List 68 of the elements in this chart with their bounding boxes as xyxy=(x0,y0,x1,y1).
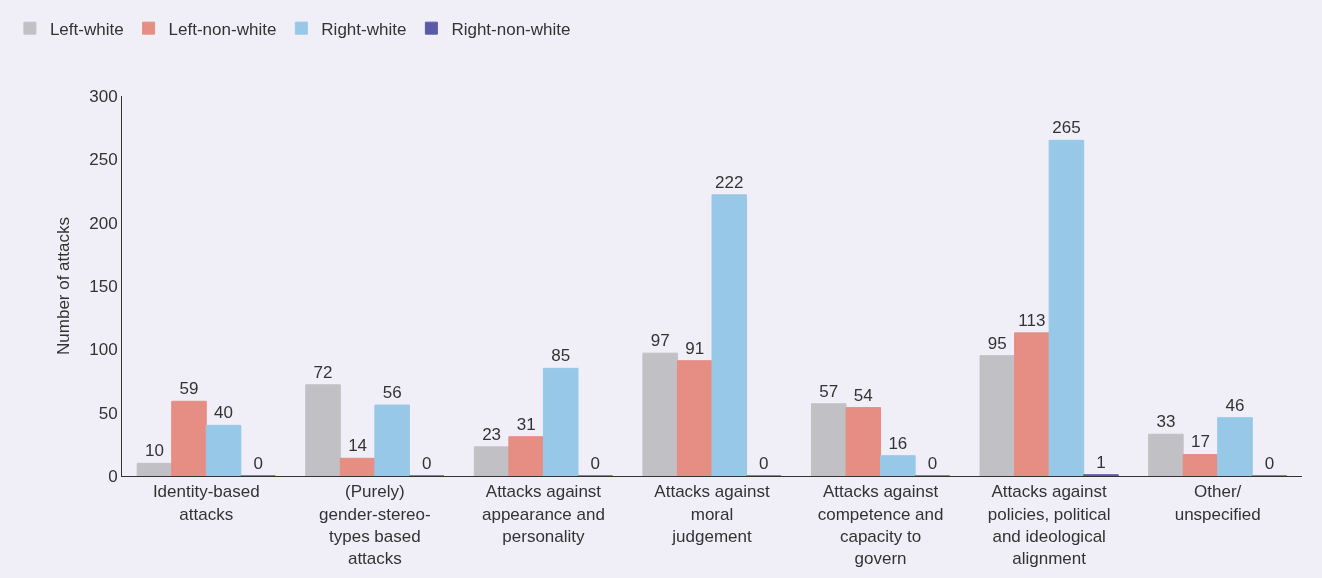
bar xyxy=(979,355,1016,476)
data-label: 14 xyxy=(348,436,368,456)
x-tick-label: Attacks against competence and capacity to govern xyxy=(817,482,944,568)
x-tick-label: Identity-based attacks xyxy=(152,482,260,524)
legend-label: Left-white xyxy=(49,19,124,39)
data-label: 40 xyxy=(214,403,234,423)
bar xyxy=(508,436,544,476)
data-label: 0 xyxy=(253,454,263,473)
bar xyxy=(676,360,713,476)
bar xyxy=(711,194,748,476)
data-label: 0 xyxy=(421,454,432,473)
y-tick-label: 150 xyxy=(89,276,118,296)
data-label: 0 xyxy=(1264,454,1275,473)
y-tick-label: 0 xyxy=(108,466,118,486)
data-label: 0 xyxy=(590,454,600,473)
data-label: 46 xyxy=(1225,395,1245,415)
bar xyxy=(205,424,242,476)
bar xyxy=(845,407,882,476)
bar xyxy=(1217,417,1253,476)
data-label: 97 xyxy=(650,331,670,351)
x-tick-label: Attacks against appearance and personality xyxy=(481,482,605,546)
bar xyxy=(880,455,916,476)
data-label: 33 xyxy=(1156,412,1176,432)
bar xyxy=(642,352,678,476)
data-label: 113 xyxy=(1018,310,1046,330)
data-label: 1 xyxy=(1096,452,1106,472)
legend-label: Left-non-white xyxy=(168,19,277,39)
bar xyxy=(1182,453,1219,476)
x-tick-label: Other/ unspecified xyxy=(1174,482,1261,524)
bar xyxy=(339,457,376,476)
data-label: 95 xyxy=(987,333,1007,353)
bar xyxy=(810,403,847,476)
y-axis-title: Number of attacks xyxy=(53,217,73,355)
data-label: 91 xyxy=(685,338,705,358)
bar xyxy=(374,404,410,476)
data-label: 85 xyxy=(551,346,571,366)
bar xyxy=(1148,433,1184,476)
bar xyxy=(473,446,510,476)
y-tick-label: 200 xyxy=(89,213,118,233)
data-label: 16 xyxy=(888,433,908,453)
data-label: 57 xyxy=(819,381,839,401)
y-tick-label: 100 xyxy=(89,340,118,360)
data-label: 0 xyxy=(927,454,938,473)
bar xyxy=(1048,139,1085,476)
x-tick-label: Attacks against policies, political and ideological alignment xyxy=(987,482,1111,568)
data-label: 72 xyxy=(313,362,333,382)
bar xyxy=(171,400,207,476)
bar xyxy=(305,384,341,476)
data-label: 265 xyxy=(1052,118,1081,138)
data-label: 59 xyxy=(179,379,199,399)
data-label: 222 xyxy=(715,172,744,192)
data-label: 10 xyxy=(144,441,164,461)
y-tick-label: 300 xyxy=(89,86,118,106)
y-tick-label: 50 xyxy=(98,403,118,423)
bar xyxy=(136,462,173,476)
data-label: 54 xyxy=(853,385,873,405)
data-label: 31 xyxy=(516,414,536,434)
legend-label: Right-white xyxy=(321,19,407,39)
data-label: 0 xyxy=(759,454,769,473)
data-label: 17 xyxy=(1190,432,1210,452)
bar xyxy=(1014,332,1050,476)
y-tick-label: 250 xyxy=(89,150,118,170)
x-tick-label: Attacks against moral judgement xyxy=(654,482,770,546)
bar xyxy=(542,367,579,476)
x-tick-label: (Purely) gender-stereo- types based attacks xyxy=(319,482,431,568)
data-label: 56 xyxy=(382,383,402,403)
data-label: 23 xyxy=(482,424,502,444)
legend-label: Right-non-white xyxy=(451,19,571,39)
